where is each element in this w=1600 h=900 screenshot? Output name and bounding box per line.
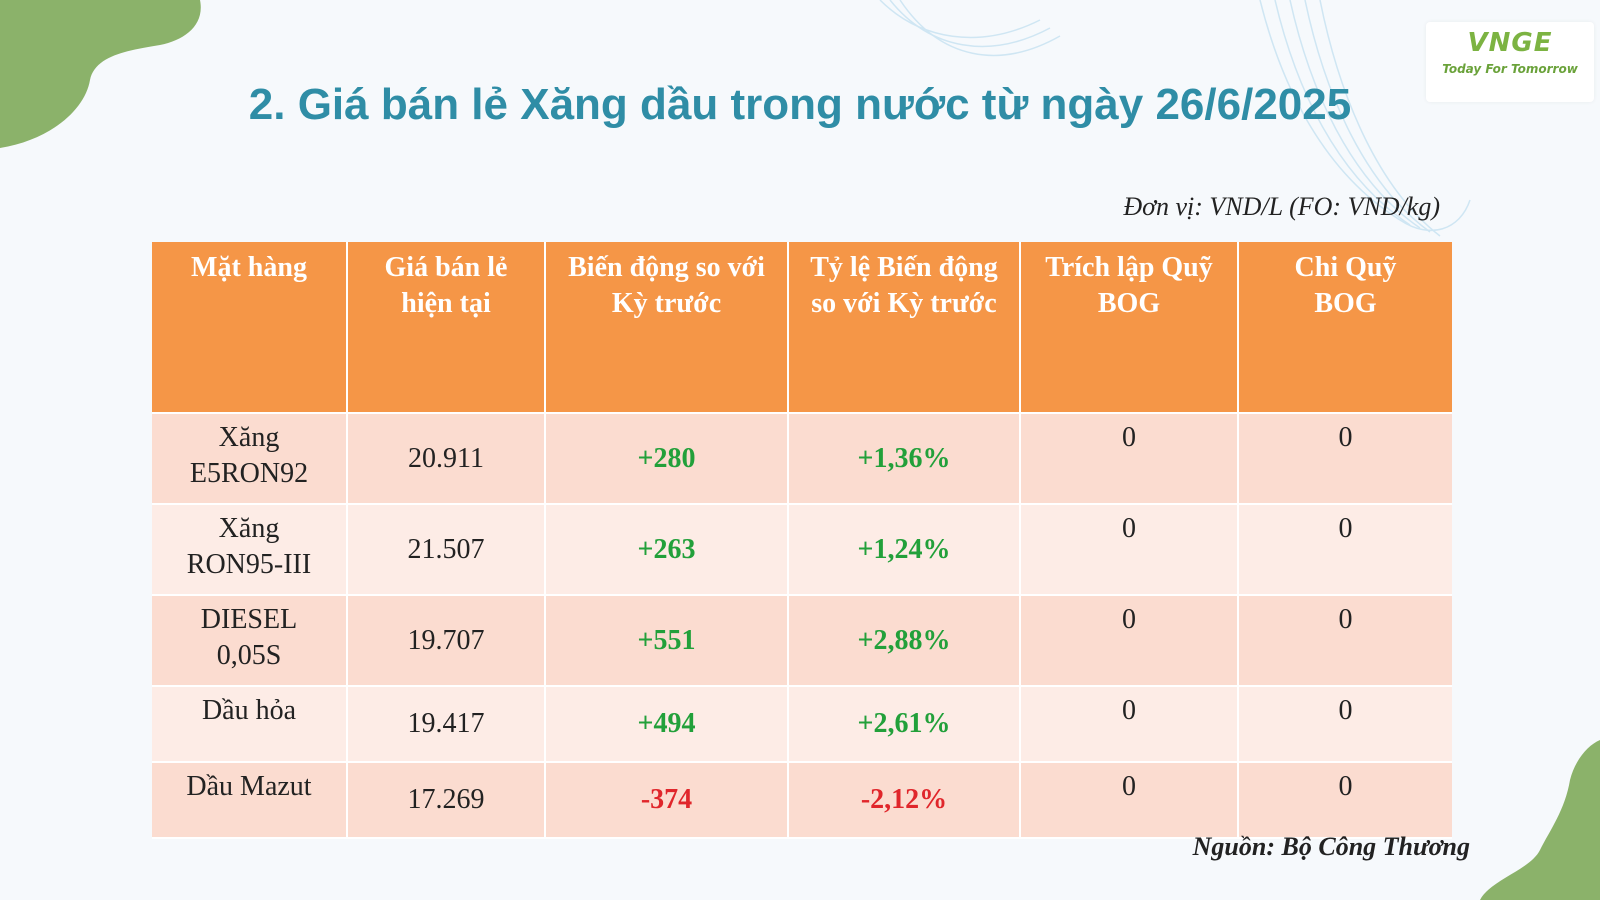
decorative-leaf-shape-bottom [1480,740,1600,900]
cell-change: +263 [545,504,789,596]
header-bog-spend: Chi Quỹ BOG [1238,242,1452,414]
cell-change: +551 [545,595,789,687]
cell-change-rate: +2,61% [788,686,1021,763]
table-row: Xăng E5RON92 20.911 +280 +1,36% 0 0 [152,413,1452,505]
table-header-row: Mặt hàng Giá bán lẻ hiện tại Biến động so… [152,242,1452,414]
cell-item: Xăng RON95-III [152,504,348,596]
source-note: Nguồn: Bộ Công Thương [1192,832,1470,861]
table-row: Dầu Mazut 17.269 -374 -2,12% 0 0 [152,762,1452,839]
logo-slogan: Today For Tomorrow [1442,62,1578,76]
table-row: Xăng RON95-III 21.507 +263 +1,24% 0 0 [152,504,1452,596]
decorative-swirl-lines [879,0,1471,237]
fuel-price-table: Mặt hàng Giá bán lẻ hiện tại Biến động so… [152,242,1452,839]
cell-bog-spend: 0 [1238,686,1452,763]
cell-change: +280 [545,413,789,505]
unit-note: Đơn vị: VND/L (FO: VND/kg) [1123,192,1440,221]
header-item: Mặt hàng [152,242,348,414]
cell-item: DIESEL 0,05S [152,595,348,687]
cell-change-rate: +1,36% [788,413,1021,505]
header-current-price: Giá bán lẻ hiện tại [347,242,546,414]
cell-price: 21.507 [347,504,546,596]
table-row: Dầu hỏa 19.417 +494 +2,61% 0 0 [152,686,1452,763]
cell-price: 19.707 [347,595,546,687]
table-row: DIESEL 0,05S 19.707 +551 +2,88% 0 0 [152,595,1452,687]
decorative-leaf-shape [0,0,201,148]
cell-bog-deposit: 0 [1020,762,1239,839]
header-change: Biến động so với Kỳ trước [545,242,789,414]
cell-change: +494 [545,686,789,763]
cell-bog-spend: 0 [1238,413,1452,505]
cell-bog-spend: 0 [1238,762,1452,839]
cell-bog-spend: 0 [1238,595,1452,687]
header-change-rate: Tỷ lệ Biến động so với Kỳ trước [788,242,1021,414]
page-title: 2. Giá bán lẻ Xăng dầu trong nước từ ngà… [248,80,1352,129]
cell-bog-deposit: 0 [1020,595,1239,687]
cell-price: 17.269 [347,762,546,839]
cell-item: Dầu hỏa [152,686,348,763]
cell-change: -374 [545,762,789,839]
cell-change-rate: +2,88% [788,595,1021,687]
cell-item: Xăng E5RON92 [152,413,348,505]
cell-price: 20.911 [347,413,546,505]
cell-item: Dầu Mazut [152,762,348,839]
cell-bog-deposit: 0 [1020,686,1239,763]
cell-change-rate: -2,12% [788,762,1021,839]
cell-price: 19.417 [347,686,546,763]
cell-change-rate: +1,24% [788,504,1021,596]
logo-brand-text: VNGE [1467,28,1553,58]
header-bog-deposit: Trích lập Quỹ BOG [1020,242,1239,414]
cell-bog-deposit: 0 [1020,504,1239,596]
cell-bog-deposit: 0 [1020,413,1239,505]
company-logo: VNGE Today For Tomorrow [1426,22,1594,102]
cell-bog-spend: 0 [1238,504,1452,596]
